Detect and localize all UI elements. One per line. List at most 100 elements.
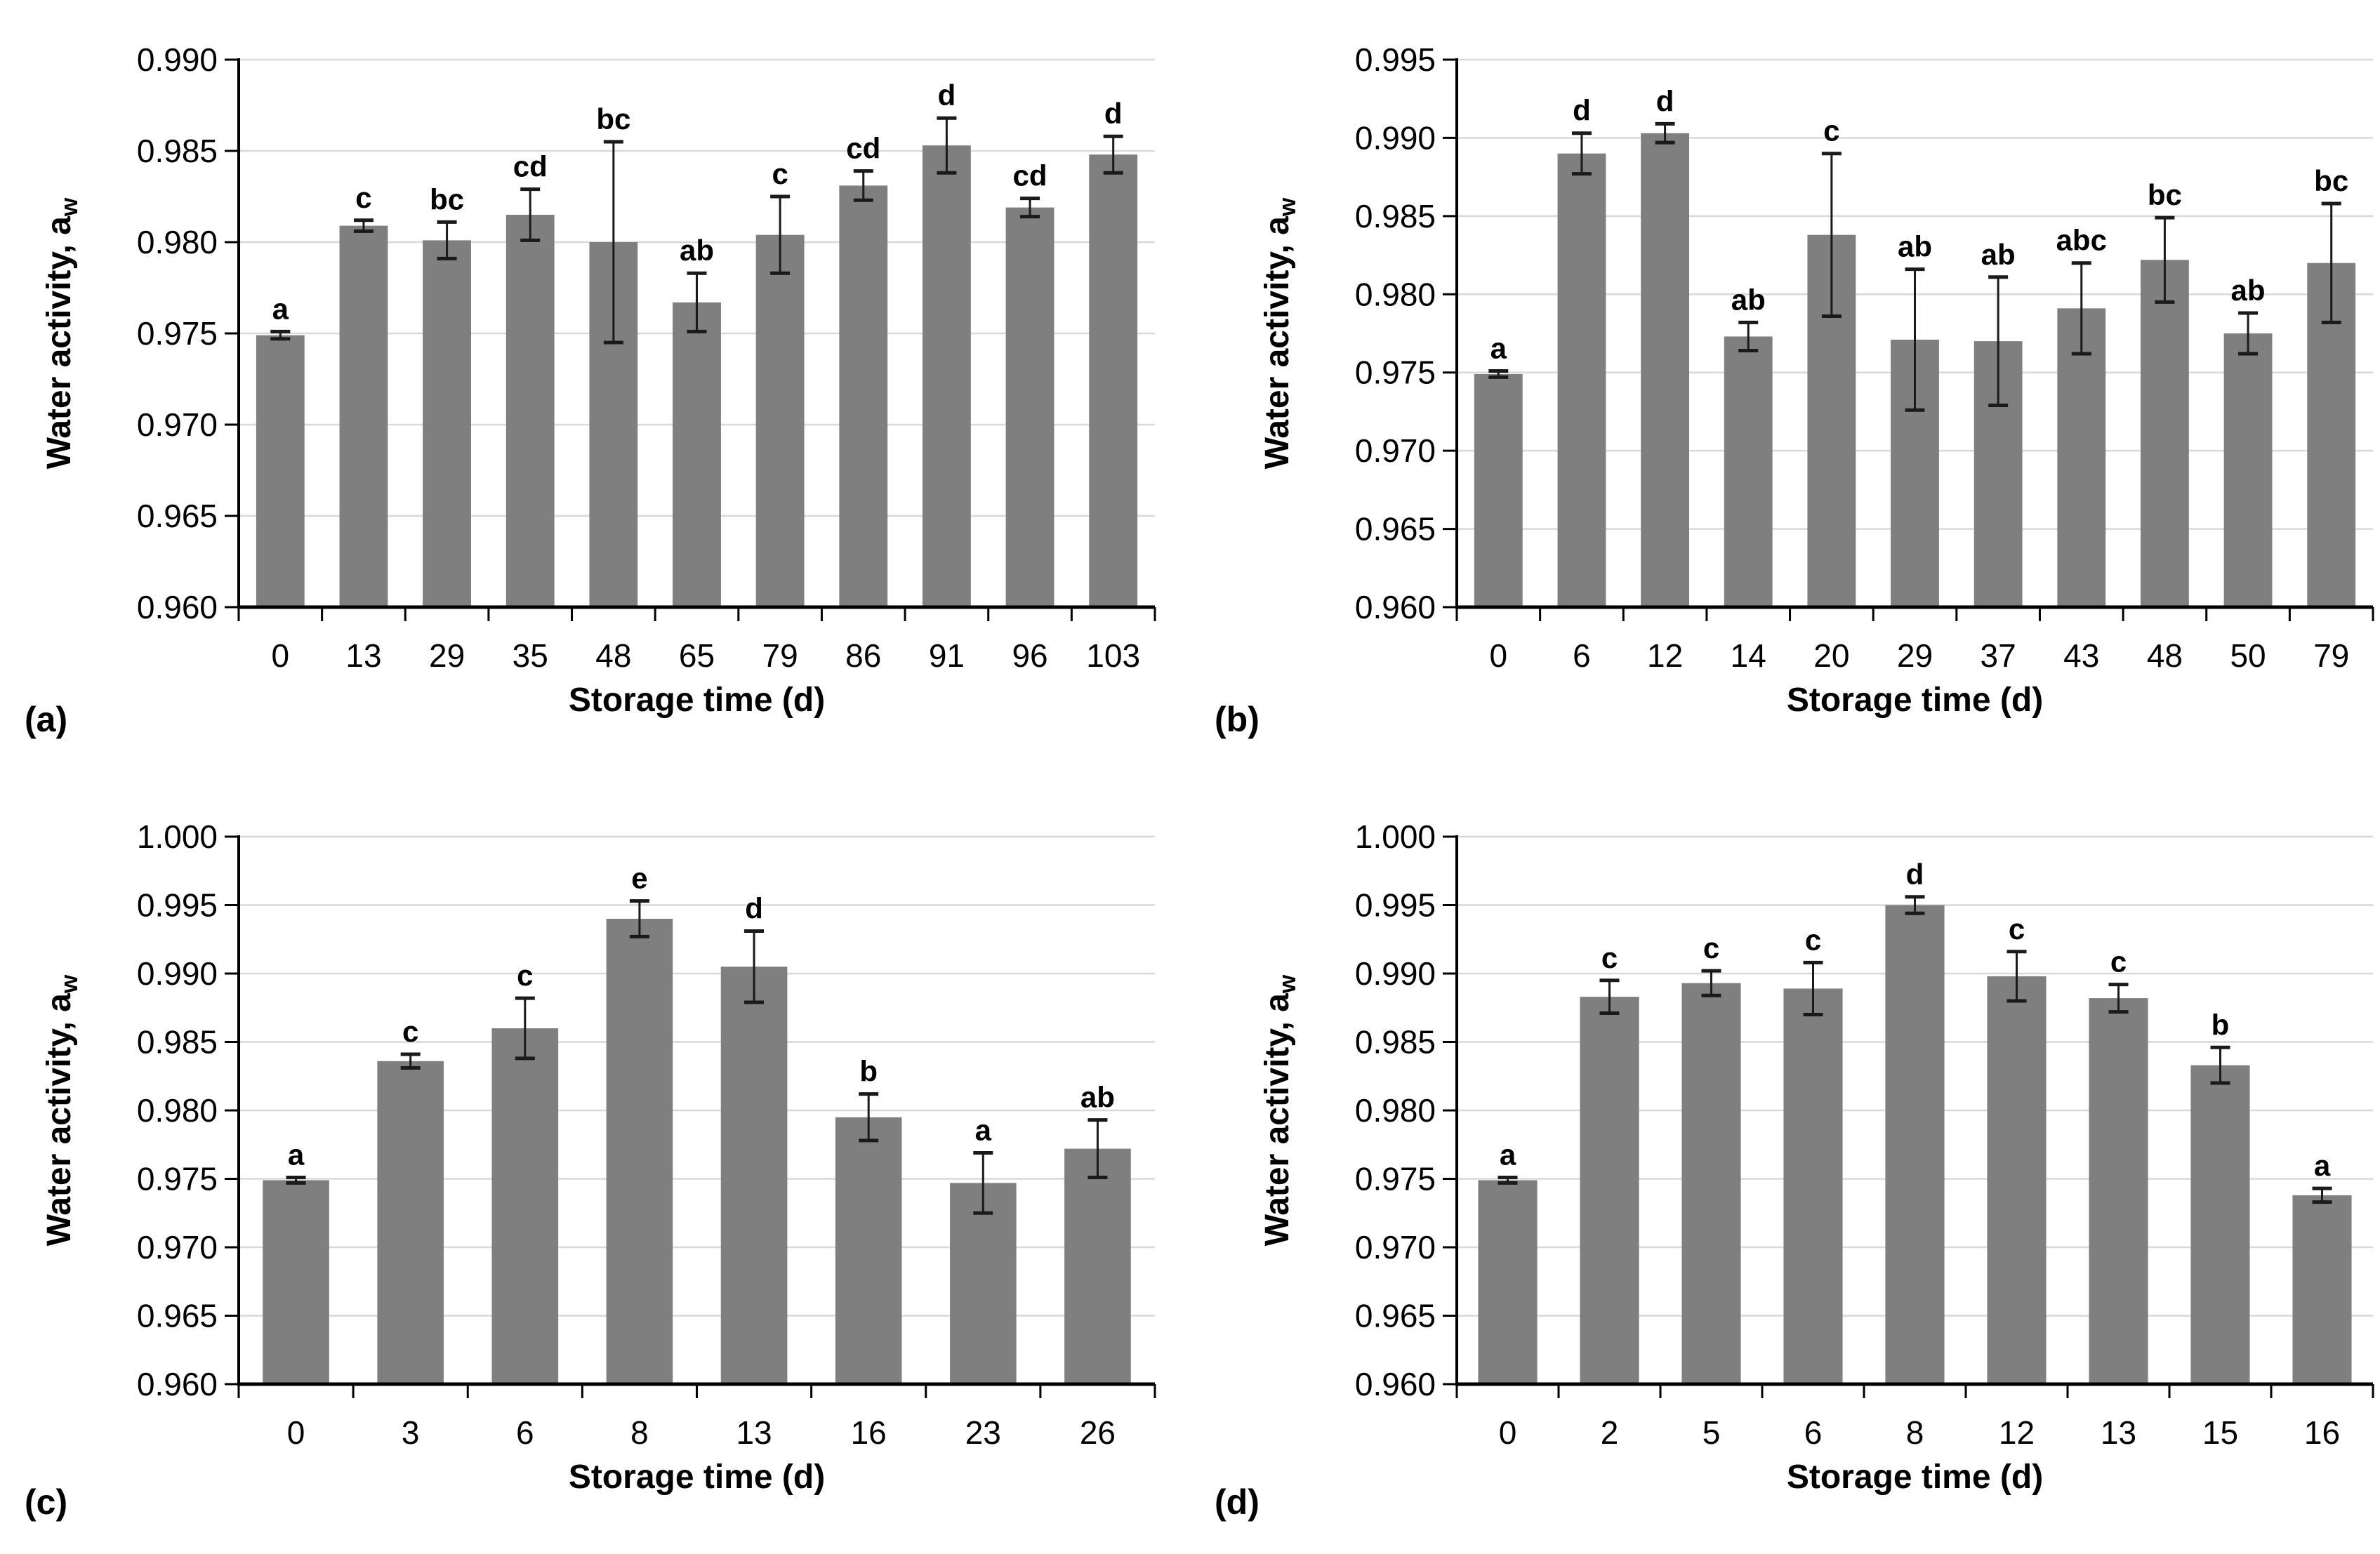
y-axis-title: Water activity, aw [41, 974, 83, 1246]
bar [263, 1180, 329, 1384]
panel-label-c: (c) [25, 1482, 68, 1522]
y-tick-label: 0.970 [137, 1229, 218, 1266]
error-bar [1599, 978, 1620, 1016]
x-tick-label: 15 [2202, 1414, 2238, 1451]
y-tick-label: 0.980 [1355, 1092, 1436, 1129]
bar [2141, 260, 2189, 607]
significance-letter: d [1906, 858, 1924, 891]
y-tick-label: 0.960 [137, 589, 218, 625]
significance-letter: cd [1013, 159, 1047, 192]
y-tick-label: 0.990 [1355, 119, 1436, 156]
significance-letter: c [1823, 114, 1839, 147]
x-tick-label: 37 [1981, 637, 2016, 674]
bar [1478, 1180, 1538, 1384]
y-tick-label: 0.980 [1355, 276, 1436, 312]
y-tick-label: 0.965 [1355, 511, 1436, 547]
bar [1089, 154, 1138, 607]
error-bar [629, 899, 649, 938]
significance-letter: d [938, 79, 956, 112]
x-tick-label: 20 [1813, 637, 1849, 674]
x-tick-label: 0 [1499, 1414, 1517, 1451]
error-bar [520, 187, 541, 242]
x-tick-label: 103 [1086, 637, 1140, 674]
y-tick-label: 0.990 [1355, 955, 1436, 992]
y-tick-label: 0.985 [137, 133, 218, 169]
error-bar [687, 271, 707, 333]
error-bar [1103, 134, 1123, 175]
y-axis-title: Water activity, aw [1259, 197, 1301, 469]
error-bar [2238, 311, 2259, 356]
significance-letter: bc [2148, 178, 2182, 211]
significance-letter: a [1490, 331, 1507, 364]
bar [755, 234, 805, 608]
y-tick-label: 0.990 [137, 41, 218, 78]
y-tick-label: 0.995 [1355, 887, 1436, 924]
error-bar [1488, 368, 1509, 379]
y-tick-label: 0.960 [137, 1366, 218, 1402]
error-bar [2007, 950, 2027, 1003]
error-bar [353, 218, 373, 233]
error-bar [1988, 275, 2009, 408]
panel-label-b: (b) [1215, 700, 1260, 739]
bar [2223, 333, 2273, 607]
x-tick-label: 8 [630, 1414, 649, 1451]
significance-letter: bc [430, 182, 464, 215]
x-tick-label: 16 [851, 1414, 887, 1451]
y-tick-label: 0.980 [137, 1092, 218, 1129]
significance-letter: a [2314, 1149, 2331, 1182]
panel-d: a c c c d c c b a 0.960 0.965 0.970 0.975 0.980 0.985 0… [1190, 777, 2380, 1554]
error-bar [770, 194, 791, 275]
x-tick-label: 5 [1703, 1414, 1721, 1451]
x-tick-label: 65 [679, 637, 715, 674]
significance-letter: c [1805, 923, 1821, 956]
y-tick-label: 1.000 [1355, 818, 1436, 855]
error-bar [286, 1176, 306, 1185]
significance-letter: d [745, 892, 763, 925]
significance-letter: ab [1731, 283, 1766, 316]
bar [1681, 983, 1741, 1384]
x-axis-title: Storage time (d) [1787, 1459, 2043, 1496]
x-tick-label: 6 [1573, 637, 1591, 674]
x-tick-label: 3 [402, 1414, 420, 1451]
x-tick-label: 0 [287, 1414, 305, 1451]
x-tick-label: 43 [2063, 637, 2099, 674]
error-bar [400, 1052, 421, 1070]
significance-letter: a [272, 292, 289, 325]
error-bar [1087, 1118, 1108, 1180]
bar [1580, 997, 1639, 1384]
y-tick-label: 0.995 [1355, 41, 1436, 78]
error-bar [937, 116, 957, 175]
significance-letter: ab [1898, 230, 1932, 263]
x-tick-label: 6 [516, 1414, 534, 1451]
panel-label-a: (a) [25, 700, 68, 739]
bar [1641, 133, 1689, 607]
x-tick-label: 0 [1490, 637, 1508, 674]
bar [1064, 1148, 1131, 1384]
y-axis-title: Water activity, aw [1259, 974, 1301, 1246]
y-tick-label: 0.970 [137, 406, 218, 443]
error-bar [1905, 895, 1925, 915]
significance-letter: c [402, 1015, 418, 1048]
bar [2089, 998, 2148, 1384]
bar [2292, 1195, 2352, 1384]
significance-letter: ab [2231, 274, 2266, 307]
error-bar [1803, 960, 1823, 1016]
bar [423, 240, 471, 607]
bar [720, 967, 788, 1384]
y-tick-label: 0.990 [137, 955, 218, 992]
x-tick-label: 79 [762, 637, 798, 674]
x-tick-label: 8 [1906, 1414, 1924, 1451]
x-tick-label: 48 [595, 637, 631, 674]
x-tick-label: 6 [1804, 1414, 1823, 1451]
bar [923, 145, 971, 607]
error-bar [2155, 215, 2175, 304]
y-tick-label: 0.975 [1355, 354, 1436, 391]
y-tick-label: 0.960 [1355, 589, 1436, 625]
significance-letter: a [1500, 1138, 1516, 1171]
bar [2057, 308, 2106, 607]
error-bar [859, 1092, 879, 1143]
chart-svg-c: a c c e d b a ab 0.960 0.965 0.970 0.975 0.980 0.985 0… [41, 818, 1156, 1496]
error-bar [2210, 1045, 2230, 1085]
bar [2190, 1065, 2250, 1384]
error-bar [603, 140, 623, 345]
